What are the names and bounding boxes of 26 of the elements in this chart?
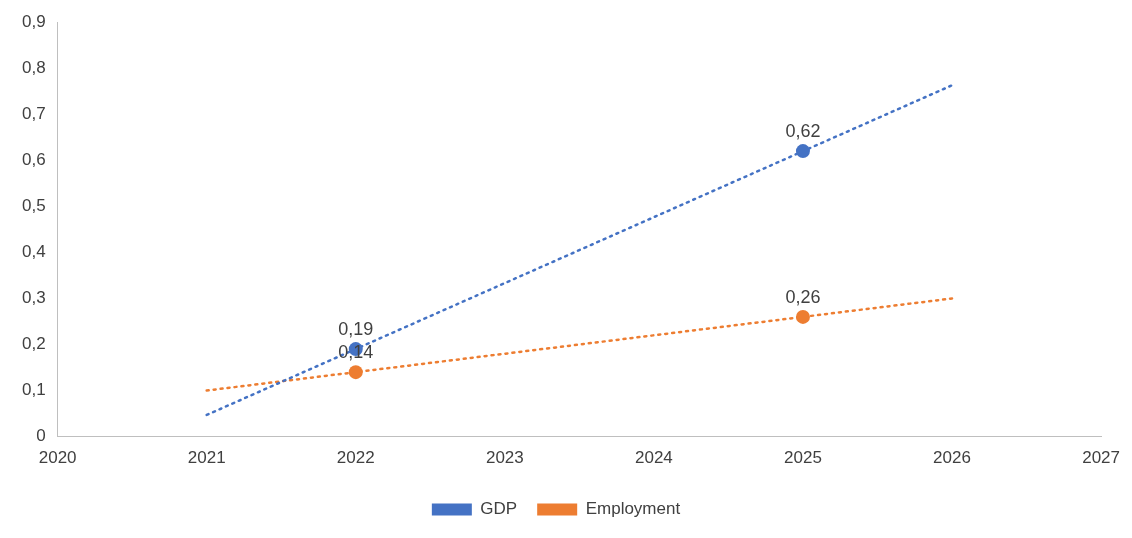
legend-label: Employment xyxy=(585,499,681,519)
x-tick-label: 2027 xyxy=(1082,448,1120,468)
x-tick-label: 2025 xyxy=(784,448,822,468)
legend-label: GDP xyxy=(480,499,518,519)
y-tick-label: 0,1 xyxy=(21,380,46,400)
y-tick-label: 0,2 xyxy=(21,334,46,354)
y-tick-label: 0,6 xyxy=(21,150,46,170)
y-tick-label: 0 xyxy=(36,426,46,446)
data-label: 0,19 xyxy=(338,319,374,340)
data-label: 0,26 xyxy=(785,286,821,307)
x-tick-label: 2024 xyxy=(634,448,673,468)
point xyxy=(795,144,810,159)
x-tick-label: 2021 xyxy=(187,448,226,468)
data-label: 0,62 xyxy=(785,121,821,142)
y-tick-label: 0,7 xyxy=(21,103,46,123)
y-tick-label: 0,5 xyxy=(21,196,46,216)
x-tick-label: 2026 xyxy=(933,448,971,468)
x-tick-label: 2022 xyxy=(336,448,375,468)
y-tick-label: 0,3 xyxy=(21,288,46,308)
y-tick-label: 0,9 xyxy=(21,11,46,31)
x-tick-label: 2020 xyxy=(38,448,77,468)
y-tick-label: 0,8 xyxy=(21,57,46,77)
y-tick-label: 0,4 xyxy=(21,242,46,262)
point xyxy=(348,365,363,380)
point xyxy=(795,309,810,324)
x-tick-label: 2023 xyxy=(485,448,524,468)
